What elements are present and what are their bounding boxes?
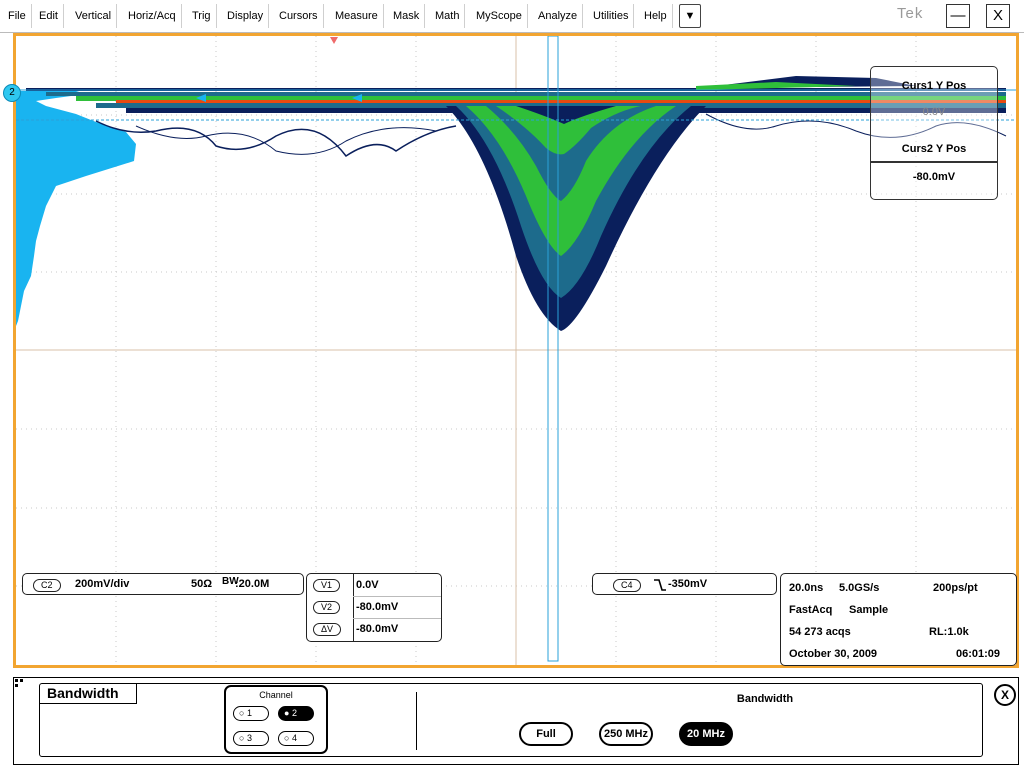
channel2-chip: C2 (33, 579, 61, 592)
cursor-arrow-icon (352, 94, 362, 102)
bandwidth-label: BW (222, 576, 239, 587)
waveform-ringing-2 (135, 125, 437, 155)
acq-mode: FastAcq (789, 604, 833, 616)
v1-value: 0.0V (356, 579, 379, 591)
menu-display[interactable]: Display (222, 4, 270, 28)
record-length: RL:1.0k (929, 626, 969, 638)
values-row-divider (353, 596, 441, 597)
bandwidth-250mhz-button[interactable]: 250 MHz (599, 722, 653, 746)
vertical-scale: 200mV/div (75, 578, 130, 590)
trigger-source-chip: C4 (613, 579, 641, 592)
panel-divider (416, 692, 417, 750)
channel-2-button[interactable]: ● 2 (278, 706, 314, 721)
menu-trig[interactable]: Trig (187, 4, 217, 28)
waveform-dip (446, 106, 706, 331)
delta-v-value: -80.0mV (356, 623, 399, 635)
channel-4-label: 4 (291, 733, 297, 743)
acq-type: Sample (849, 604, 889, 616)
cursor-values-box: V1 0.0V V2 -80.0mV ΔV -80.0mV (306, 573, 442, 642)
resolution: 200ps/pt (933, 582, 978, 594)
cursor-readout-box: Curs1 Y Pos 0.0V Curs2 Y Pos -80.0mV (870, 66, 998, 200)
menu-edit[interactable]: Edit (34, 4, 64, 28)
cursor-arrow-icon (196, 94, 206, 102)
termination: 50Ω (191, 578, 213, 590)
channel2-info[interactable]: C2 200mV/div 50Ω BW :20.0M (22, 573, 304, 595)
menu-mask[interactable]: Mask (388, 4, 426, 28)
histogram (16, 91, 136, 326)
channel-group-label: Channel (259, 690, 293, 700)
menu-cursors[interactable]: Cursors (274, 4, 324, 28)
v2-value: -80.0mV (356, 601, 399, 613)
trigger-position-icon (330, 37, 338, 44)
delta-v-chip: ΔV (313, 623, 342, 636)
minimize-button[interactable]: — (946, 4, 970, 28)
bandwidth-value: :20.0M (235, 578, 270, 590)
menu-file[interactable]: File (3, 4, 32, 28)
brand-logo: Tek (897, 5, 924, 22)
curs2-value: -80.0mV (912, 171, 956, 183)
time-cursor-column[interactable] (547, 36, 559, 662)
falling-edge-icon (654, 579, 666, 591)
panel-grip-icon (15, 684, 18, 687)
v2-chip: V2 (313, 601, 341, 614)
channel-1-label: 1 (246, 708, 252, 718)
close-button[interactable]: X (986, 4, 1010, 28)
bandwidth-panel-body: Bandwidth Channel ○ 1 ● 2 ○ 3 ○ 4 Bandwi… (39, 683, 983, 757)
waveform-display[interactable]: 2 Curs1 Y Pos 0.0V Curs2 Y Pos -80.0mV C… (3, 33, 1019, 668)
trigger-info[interactable]: C4 -350mV (592, 573, 777, 595)
channel-1-button[interactable]: ○ 1 (233, 706, 269, 721)
channel-4-button[interactable]: ○ 4 (278, 731, 314, 746)
graticule (16, 36, 1016, 665)
channel-selector: Channel ○ 1 ● 2 ○ 3 ○ 4 (224, 685, 328, 754)
menu-measure[interactable]: Measure (330, 4, 384, 28)
acq-time: 06:01:09 (956, 648, 1001, 660)
channel-2-label: 2 (291, 708, 297, 718)
menu-horiz-acq[interactable]: Horiz/Acq (123, 4, 182, 28)
waveform-ringing-right (705, 113, 1007, 138)
curs1-value: 0.0V (922, 106, 946, 118)
menu-dropdown-button[interactable]: ▼ (679, 4, 701, 28)
menu-math[interactable]: Math (430, 4, 466, 28)
bandwidth-full-button[interactable]: Full (519, 722, 573, 746)
acq-date: October 30, 2009 (789, 648, 878, 660)
channel-3-label: 3 (246, 733, 252, 743)
bandwidth-20mhz-button[interactable]: 20 MHz (679, 722, 733, 746)
menu-vertical[interactable]: Vertical (70, 4, 118, 28)
curs1-label: Curs1 Y Pos (901, 80, 967, 92)
bandwidth-heading: Bandwidth (736, 693, 794, 705)
waveform-ringing (95, 120, 457, 158)
trigger-level: -350mV (668, 578, 708, 590)
menu-help[interactable]: Help (639, 4, 673, 28)
panel-close-button[interactable]: X (994, 684, 1016, 706)
timebase: 20.0ns (789, 582, 824, 594)
sample-rate: 5.0GS/s (839, 582, 880, 594)
channel2-marker[interactable]: 2 (3, 84, 21, 102)
panel-grip-icon (20, 679, 23, 682)
readout-divider (871, 161, 997, 163)
menu-analyze[interactable]: Analyze (533, 4, 584, 28)
channel-3-button[interactable]: ○ 3 (233, 731, 269, 746)
menu-myscope[interactable]: MyScope (471, 4, 528, 28)
acquisition-info[interactable]: 20.0ns 5.0GS/s 200ps/pt FastAcq Sample 5… (780, 573, 1017, 666)
menu-bar: File Edit Vertical Horiz/Acq Trig Displa… (0, 0, 1024, 33)
panel-grip-icon[interactable] (15, 679, 18, 682)
bandwidth-control-panel: Bandwidth Channel ○ 1 ● 2 ○ 3 ○ 4 Bandwi… (13, 677, 1019, 765)
v1-chip: V1 (313, 579, 341, 592)
acq-count: 54 273 acqs (789, 626, 851, 638)
menu-utilities[interactable]: Utilities (588, 4, 635, 28)
channel2-marker-label: 2 (9, 87, 15, 98)
close-icon: X (1000, 688, 1009, 702)
panel-title: Bandwidth (40, 684, 137, 704)
values-divider (353, 574, 354, 641)
values-row-divider (353, 618, 441, 619)
curs2-label: Curs2 Y Pos (901, 143, 967, 155)
